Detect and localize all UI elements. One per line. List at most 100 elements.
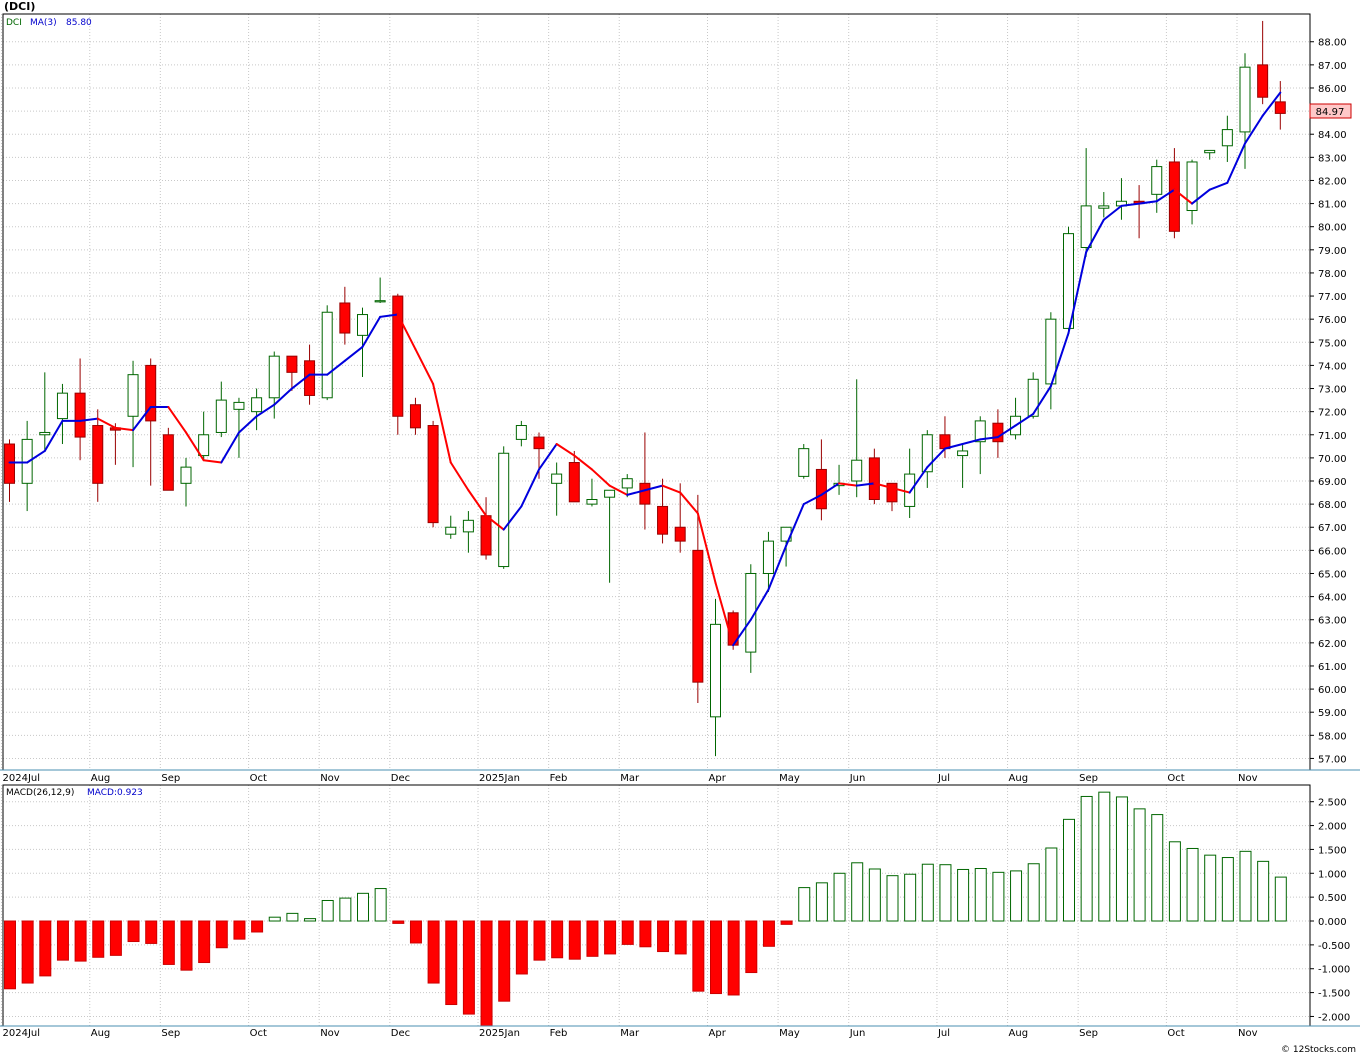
macd-bar (4, 920, 16, 990)
macd-bar (304, 918, 317, 922)
ma-segment (1120, 202, 1141, 207)
ma-segment (1244, 114, 1264, 145)
price-x-label: Nov (1238, 773, 1258, 784)
ma-segment (926, 447, 946, 469)
macd-bar (621, 920, 634, 945)
candle (974, 416, 986, 475)
macd-x-label: Nov (1238, 1028, 1258, 1039)
candle-body-up (198, 434, 210, 457)
candle (286, 355, 298, 391)
macd-bar (639, 920, 652, 948)
price-tick-label: 67.00 (1318, 523, 1347, 534)
macd-bar (480, 920, 493, 1027)
candle-body-down (692, 549, 704, 683)
price-tick-label: 88.00 (1318, 38, 1347, 49)
candle (427, 420, 439, 528)
candle-body-down (639, 482, 651, 505)
candle (762, 531, 774, 592)
macd-bar (886, 875, 899, 922)
macd-bar (180, 920, 193, 971)
macd-bar (674, 920, 687, 955)
candle (1080, 148, 1092, 257)
macd-bar (127, 920, 140, 943)
ma-segment (220, 431, 240, 464)
legend-symbol: DCI (6, 18, 22, 28)
ma-segment (1155, 188, 1176, 203)
macd-bar (604, 920, 617, 955)
ma-segment (485, 514, 505, 531)
macd-bar (1204, 854, 1217, 922)
macd-x-label: May (779, 1028, 800, 1039)
candle-body-up (1027, 378, 1039, 417)
macd-bar (745, 920, 758, 974)
ma-segment (432, 382, 452, 464)
ma-segment (132, 406, 152, 432)
macd-bar (868, 868, 881, 922)
macd-bar (1239, 850, 1252, 922)
macd-bar (145, 920, 158, 944)
macd-bar (568, 920, 581, 960)
candle-body-down (1168, 161, 1180, 232)
candle (1186, 159, 1198, 225)
price-tick-label: 65.00 (1318, 569, 1347, 580)
ma-segment (590, 468, 611, 487)
price-tick-label: 80.00 (1318, 223, 1347, 234)
candle-body-down (92, 425, 104, 484)
price-tick-label: 69.00 (1318, 477, 1347, 488)
candle (639, 432, 651, 530)
macd-x-label: Nov (320, 1028, 340, 1039)
macd-bar (445, 920, 458, 1006)
price-x-label: Sep (161, 773, 180, 784)
candle (357, 307, 368, 377)
macd-tick-label: 2.500 (1318, 798, 1347, 809)
macd-bar (162, 920, 175, 965)
macd-bar (586, 920, 599, 957)
ma-segment (1226, 142, 1246, 184)
macd-x-label: Aug (91, 1028, 111, 1039)
candle (851, 379, 863, 498)
candle (180, 457, 192, 507)
candle (1027, 372, 1039, 419)
price-tick-label: 71.00 (1318, 431, 1347, 442)
macd-tick-label: 0.000 (1318, 917, 1347, 928)
price-tick-label: 70.00 (1318, 454, 1347, 465)
candle (4, 439, 15, 502)
candle (1239, 53, 1251, 169)
macd-bar (851, 862, 864, 922)
macd-tick-label: -1.500 (1318, 989, 1350, 1000)
candle (657, 478, 669, 544)
last-price-label: 84.97 (1316, 107, 1345, 118)
ma-segment (114, 426, 135, 432)
price-tick-label: 77.00 (1318, 292, 1347, 303)
candle-body-up (762, 540, 774, 574)
macd-bar (357, 892, 369, 922)
macd-bar (798, 887, 811, 922)
ma-segment (1085, 218, 1105, 254)
candle-body-down (886, 482, 898, 503)
ma-segment (237, 415, 258, 434)
macd-bar (710, 920, 722, 995)
candle (815, 439, 827, 521)
price-x-label: Jul (937, 773, 950, 784)
macd-x-label: Aug (1009, 1028, 1029, 1039)
ma-segment (414, 348, 435, 385)
candle (957, 444, 969, 488)
ma-segment (326, 359, 346, 376)
ma-segment (502, 505, 523, 531)
candle-body-down (427, 425, 439, 524)
candle-body-down (568, 462, 580, 503)
candle-body-up (551, 473, 563, 484)
price-x-label: Jun (849, 773, 866, 784)
candle (515, 420, 527, 447)
price-tick-label: 74.00 (1318, 361, 1347, 372)
candle (39, 372, 51, 451)
price-tick-label: 84.00 (1318, 130, 1347, 141)
candle (233, 397, 245, 458)
macd-bar (1274, 876, 1287, 922)
ma-segment (943, 443, 964, 450)
ma-segment (185, 431, 205, 462)
ma-segment (891, 486, 911, 494)
macd-bar (1257, 860, 1270, 922)
last-price-box (1309, 103, 1352, 119)
